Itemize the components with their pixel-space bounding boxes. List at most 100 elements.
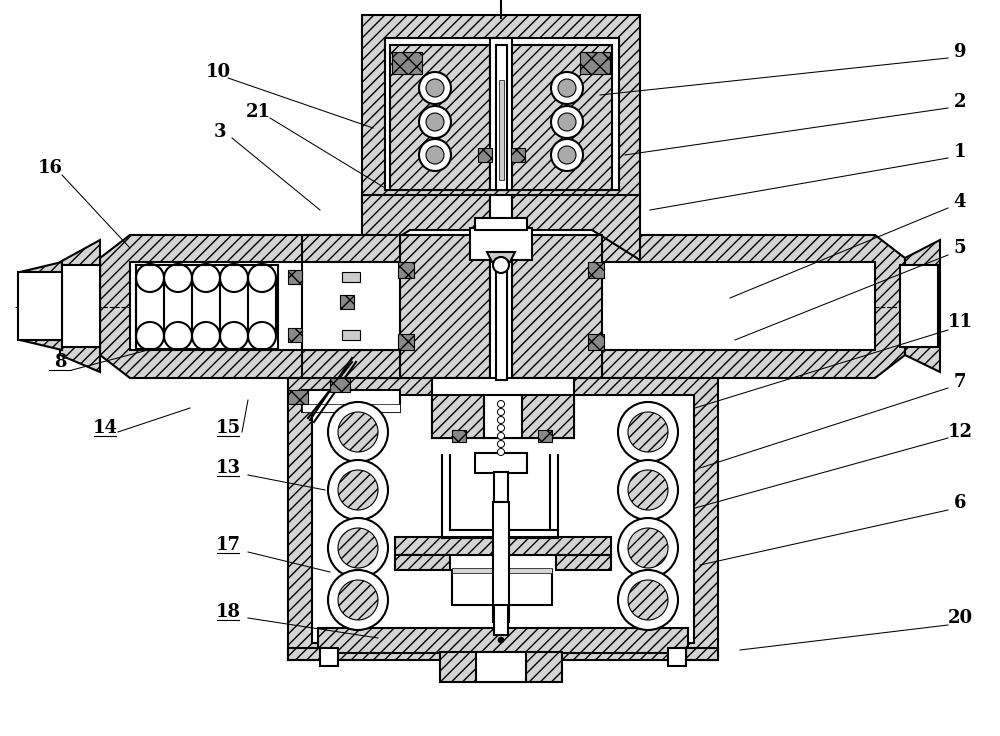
Bar <box>342 330 360 340</box>
Bar <box>478 148 492 162</box>
Circle shape <box>498 425 505 431</box>
Text: 16: 16 <box>38 159 62 177</box>
Bar <box>490 38 512 190</box>
Text: 12: 12 <box>948 423 972 441</box>
Circle shape <box>328 570 388 630</box>
Bar <box>288 390 308 404</box>
Circle shape <box>338 412 378 452</box>
Circle shape <box>426 79 444 97</box>
Bar <box>385 38 619 190</box>
Text: 15: 15 <box>215 419 241 437</box>
Bar <box>398 262 414 278</box>
Bar <box>538 430 552 442</box>
Polygon shape <box>905 240 940 372</box>
Bar <box>499 80 504 180</box>
Polygon shape <box>60 240 100 372</box>
Text: 21: 21 <box>246 103 270 121</box>
Text: 17: 17 <box>216 536 240 554</box>
Circle shape <box>220 322 248 350</box>
Text: 4: 4 <box>954 193 966 211</box>
Bar <box>320 648 338 666</box>
Text: 20: 20 <box>947 609 973 627</box>
Text: 14: 14 <box>92 419 118 437</box>
Polygon shape <box>512 195 640 260</box>
Circle shape <box>338 580 378 620</box>
Circle shape <box>164 322 192 350</box>
Circle shape <box>558 146 576 164</box>
Circle shape <box>498 441 505 447</box>
Bar <box>600 262 875 350</box>
Circle shape <box>628 580 668 620</box>
Circle shape <box>338 470 378 510</box>
Bar <box>496 45 507 190</box>
Bar <box>362 15 640 210</box>
Text: 2: 2 <box>954 93 966 111</box>
Bar <box>340 295 354 309</box>
Bar <box>494 605 508 635</box>
Circle shape <box>498 417 505 423</box>
Bar <box>398 334 414 350</box>
Text: 7: 7 <box>954 373 966 391</box>
Text: 10: 10 <box>205 63 231 81</box>
Bar <box>496 260 507 380</box>
Bar <box>342 272 360 282</box>
Bar <box>580 52 610 74</box>
Polygon shape <box>100 235 400 378</box>
Bar <box>588 262 604 278</box>
Bar <box>475 218 527 230</box>
Circle shape <box>558 113 576 131</box>
Text: 11: 11 <box>948 313 972 331</box>
Text: 5: 5 <box>954 239 966 257</box>
Bar <box>288 648 320 660</box>
Bar <box>18 272 62 340</box>
Bar <box>556 555 611 570</box>
Circle shape <box>498 433 505 439</box>
Bar <box>511 148 525 162</box>
Polygon shape <box>512 235 602 378</box>
Bar <box>900 265 938 347</box>
Bar <box>432 395 484 438</box>
Bar <box>452 570 552 605</box>
Circle shape <box>192 264 220 292</box>
Circle shape <box>618 460 678 520</box>
Polygon shape <box>400 235 490 378</box>
Polygon shape <box>20 262 62 350</box>
Bar <box>490 230 512 380</box>
Polygon shape <box>602 235 905 378</box>
Circle shape <box>618 518 678 578</box>
Bar <box>588 334 604 350</box>
Circle shape <box>220 264 248 292</box>
Circle shape <box>493 257 509 273</box>
Circle shape <box>426 146 444 164</box>
Circle shape <box>498 448 505 456</box>
Bar <box>476 652 526 682</box>
Bar <box>475 453 527 473</box>
Circle shape <box>164 264 192 292</box>
Circle shape <box>426 113 444 131</box>
Circle shape <box>618 570 678 630</box>
Circle shape <box>419 72 451 104</box>
Polygon shape <box>362 195 490 260</box>
Bar <box>510 45 612 190</box>
Text: 6: 6 <box>954 494 966 512</box>
Circle shape <box>248 264 276 292</box>
Circle shape <box>328 402 388 462</box>
Circle shape <box>628 412 668 452</box>
Bar <box>392 52 422 74</box>
Bar <box>312 395 694 643</box>
Text: 18: 18 <box>216 603 240 621</box>
Circle shape <box>328 460 388 520</box>
Bar <box>432 378 574 438</box>
Bar <box>62 265 100 347</box>
Circle shape <box>551 139 583 171</box>
Circle shape <box>628 470 668 510</box>
Bar <box>302 235 400 262</box>
Bar <box>288 378 718 660</box>
Polygon shape <box>487 252 515 262</box>
Circle shape <box>551 72 583 104</box>
Circle shape <box>338 528 378 568</box>
Text: 3: 3 <box>214 123 226 141</box>
Bar <box>288 328 302 342</box>
Bar <box>130 262 402 350</box>
Circle shape <box>498 408 505 416</box>
